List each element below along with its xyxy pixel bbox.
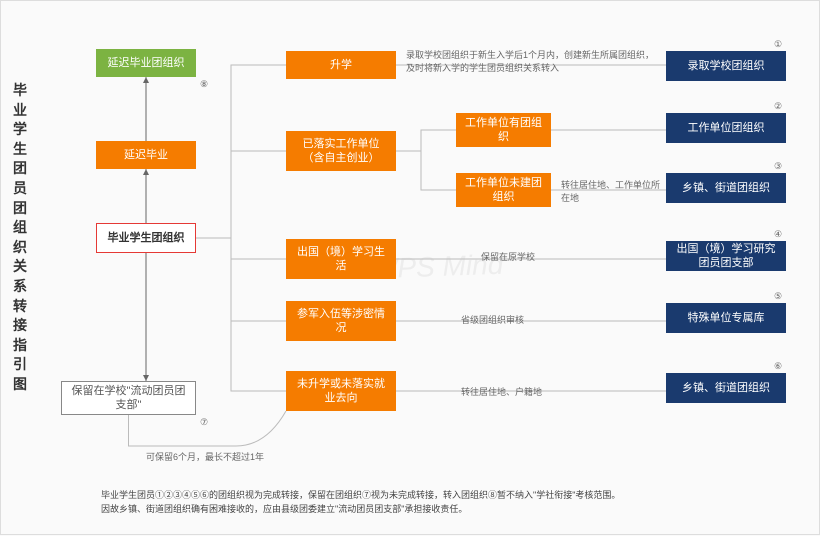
right-3: 出国（境）学习研究团员团支部 bbox=[666, 241, 786, 271]
circ-5: ⑤ bbox=[774, 291, 782, 302]
mid-3: 参军入伍等涉密情况 bbox=[286, 301, 396, 341]
diagram-canvas: WPS Mind 毕业学生团员团组织关系转接指引图 毕业学生团组织 延迟毕业团组… bbox=[0, 0, 820, 535]
right-4: 特殊单位专属库 bbox=[666, 303, 786, 333]
mid-0: 升学 bbox=[286, 51, 396, 79]
sub-0: 工作单位有团组织 bbox=[456, 113, 551, 147]
note-6: 转往居住地、户籍地 bbox=[461, 386, 601, 399]
circ-1: ① bbox=[774, 39, 782, 50]
diagram-title: 毕业学生团员团组织关系转接指引图 bbox=[11, 81, 29, 395]
mid-4: 未升学或未落实就业去向 bbox=[286, 371, 396, 411]
right-1: 工作单位团组织 bbox=[666, 113, 786, 143]
note-keep: 可保留6个月，最长不超过1年 bbox=[146, 451, 326, 464]
note-4: 保留在原学校 bbox=[481, 251, 581, 264]
right-2: 乡镇、街道团组织 bbox=[666, 173, 786, 203]
circ-8: ⑧ bbox=[200, 79, 208, 90]
note-5: 省级团组织审核 bbox=[461, 314, 581, 327]
note-3: 转往居住地、工作单位所在地 bbox=[561, 179, 661, 204]
node-delay-org: 延迟毕业团组织 bbox=[96, 49, 196, 77]
right-5: 乡镇、街道团组织 bbox=[666, 373, 786, 403]
root-node: 毕业学生团组织 bbox=[96, 223, 196, 253]
circ-4: ④ bbox=[774, 229, 782, 240]
mid-2: 出国（境）学习生活 bbox=[286, 239, 396, 279]
node-delay: 延迟毕业 bbox=[96, 141, 196, 169]
mid-1: 已落实工作单位（含自主创业） bbox=[286, 131, 396, 171]
circ-7: ⑦ bbox=[200, 417, 208, 428]
circ-3: ③ bbox=[774, 161, 782, 172]
footer-note: 毕业学生团员①②③④⑤⑥的团组织视为完成转接，保留在团组织⑦视为未完成转接，转入… bbox=[101, 489, 620, 516]
node-keep-school: 保留在学校"流动团员团支部" bbox=[61, 381, 196, 415]
right-0: 录取学校团组织 bbox=[666, 51, 786, 81]
circ-6: ⑥ bbox=[774, 361, 782, 372]
sub-1: 工作单位未建团组织 bbox=[456, 173, 551, 207]
circ-2: ② bbox=[774, 101, 782, 112]
note-1: 录取学校团组织于新生入学后1个月内，创建新生所属团组织，及时将新入学的学生团员组… bbox=[406, 49, 656, 74]
